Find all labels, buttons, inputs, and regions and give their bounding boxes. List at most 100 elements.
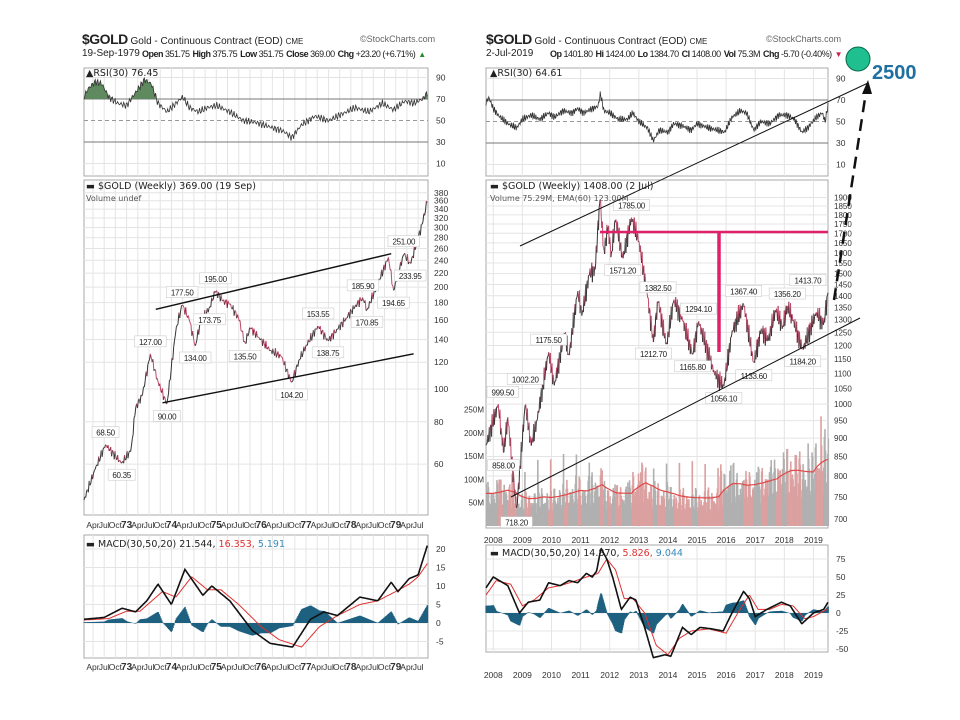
macd-tick-label: 15 — [436, 563, 446, 573]
quote-field-label: High — [192, 49, 212, 59]
trendline — [162, 353, 414, 404]
price-segment — [249, 327, 251, 330]
price-label-box — [275, 388, 308, 401]
price-segment — [262, 338, 265, 344]
price-pivot-label: 90.00 — [158, 412, 177, 421]
macd-histogram-bar — [278, 623, 280, 629]
macd-histogram-bar — [149, 616, 152, 623]
macd-histogram-bar — [423, 611, 425, 623]
macd-histogram-bar — [129, 622, 131, 623]
price-label-box — [199, 272, 232, 285]
price-segment — [279, 353, 282, 356]
price-segment — [274, 348, 277, 358]
quote-field-value: 375.75 — [212, 49, 238, 59]
macd-histogram-bar — [273, 623, 275, 632]
macd-histogram-bar — [231, 623, 234, 628]
price-pivot-label: 1367.40 — [730, 287, 758, 296]
macd-histogram-bar — [579, 613, 582, 614]
price-segment — [708, 347, 711, 363]
volume-bar — [827, 438, 830, 526]
x-tick-label: Oct — [288, 662, 302, 672]
x-tick-label: 2013 — [629, 670, 648, 680]
x-tick-label: Oct — [243, 662, 257, 672]
price-pivot-label: 1356.20 — [774, 290, 802, 299]
volume-bar — [742, 480, 745, 526]
price-segment — [638, 240, 640, 244]
macd-tick-label: 10 — [436, 581, 446, 591]
price-segment — [596, 236, 598, 253]
price-segment — [353, 306, 356, 310]
price-segment — [613, 220, 616, 232]
macd-histogram-bar — [358, 615, 361, 623]
macd-histogram-bar — [107, 619, 110, 623]
price-segment — [826, 295, 828, 297]
price-pivot-label: 1175.50 — [535, 336, 562, 345]
price-pivot-label: 170.85 — [356, 318, 380, 327]
price-tick-label: 100 — [434, 384, 448, 394]
price-pivot-label: 1212.70 — [640, 350, 668, 359]
price-segment — [393, 288, 395, 291]
macd-histogram-bar — [175, 618, 178, 623]
price-segment — [313, 328, 316, 337]
price-segment — [167, 393, 170, 399]
x-tick-label: 2009 — [513, 535, 532, 545]
price-segment — [285, 369, 288, 373]
price-segment — [259, 338, 262, 341]
macd-histogram-bar — [310, 605, 312, 623]
price-segment — [174, 327, 177, 335]
quote-field-label: Low — [240, 49, 257, 59]
macd-histogram-bar — [125, 621, 128, 623]
quote-field-value: 75.3M — [737, 49, 761, 59]
macd-histogram-bar — [368, 619, 371, 623]
macd-histogram-bar — [182, 609, 185, 623]
macd-histogram-bar — [370, 620, 373, 623]
price-tick-label: 850 — [834, 452, 848, 461]
macd-histogram-bar — [155, 612, 158, 623]
macd-name: MACD(30,50,20) — [502, 548, 581, 559]
price-segment — [387, 257, 390, 265]
x-tick-label: 73 — [121, 662, 133, 673]
price-segment — [493, 414, 496, 425]
price-segment — [94, 465, 97, 470]
macd-histogram-bar — [144, 618, 147, 623]
macd-histogram-bar — [342, 621, 344, 623]
price-segment — [584, 300, 586, 306]
macd-histogram-bar — [407, 617, 410, 623]
price-segment — [496, 406, 498, 408]
macd-histogram-bar — [543, 613, 545, 614]
x-tick-label: 77 — [300, 520, 312, 531]
macd-histogram-bar — [294, 620, 297, 623]
price-segment — [305, 344, 307, 347]
macd-histogram-bar — [188, 618, 191, 623]
price-segment — [272, 348, 275, 354]
macd-histogram-bar — [355, 616, 357, 623]
macd-histogram-bar — [98, 621, 100, 623]
symbol: $GOLD — [82, 31, 128, 47]
price-segment — [491, 414, 494, 427]
volume-bar — [575, 454, 578, 526]
price-segment — [118, 460, 120, 463]
macd-histogram-bar — [317, 609, 319, 623]
x-tick-label: Apr — [400, 662, 413, 672]
macd-histogram-bar — [413, 619, 416, 623]
macd-histogram-bar — [268, 623, 271, 634]
price-segment — [636, 235, 638, 241]
quote-field-label: Close — [286, 49, 309, 59]
price-segment — [780, 319, 783, 322]
price-segment — [571, 328, 573, 335]
price-segment — [207, 308, 210, 313]
macd-line — [83, 545, 429, 648]
price-segment — [391, 284, 394, 286]
macd-histogram-bar — [347, 619, 349, 623]
price-segment — [554, 379, 557, 382]
price-segment — [577, 290, 579, 297]
macd-histogram-bar — [89, 622, 91, 623]
price-segment — [243, 340, 246, 344]
price-segment — [755, 353, 757, 360]
price-legend-text: $GOLD (Weekly) 1408.00 (2 Jul) — [502, 181, 654, 192]
macd-histogram-bar — [361, 616, 363, 623]
price-segment — [769, 326, 771, 341]
macd-tick-label: 0 — [436, 618, 441, 628]
price-segment — [690, 344, 692, 351]
macd-histogram-bar — [236, 623, 238, 631]
